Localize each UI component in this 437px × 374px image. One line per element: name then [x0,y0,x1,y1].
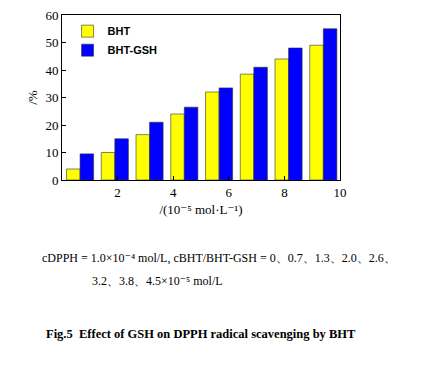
svg-text:2: 2 [114,185,121,200]
svg-text:3.2、3.8、4.5×10⁻⁵ mol/L: 3.2、3.8、4.5×10⁻⁵ mol/L [92,274,223,288]
svg-text:Fig.5 Effect of GSH on DPPH r: Fig.5 Effect of GSH on DPPH radical scav… [46,327,356,341]
svg-text:4: 4 [170,185,177,200]
svg-text:30: 30 [45,90,58,105]
svg-text:cDPPH = 1.0×10⁻⁴ mol/L, cBHT/B: cDPPH = 1.0×10⁻⁴ mol/L, cBHT/BHT-GSH = 0… [42,251,396,265]
svg-text:BHT: BHT [108,25,131,37]
svg-text:10: 10 [45,145,58,160]
svg-text:20: 20 [45,118,58,133]
svg-text:/%: /% [25,90,40,105]
svg-text:/(10⁻⁵ mol·L⁻¹): /(10⁻⁵ mol·L⁻¹) [159,202,242,217]
svg-text:60: 60 [45,8,58,23]
svg-text:8: 8 [281,185,288,200]
svg-text:6: 6 [226,185,233,200]
svg-text:BHT-GSH: BHT-GSH [108,44,158,56]
svg-text:10: 10 [334,185,347,200]
svg-text:40: 40 [45,63,58,78]
svg-text:0: 0 [52,173,59,188]
svg-text:50: 50 [45,35,58,50]
